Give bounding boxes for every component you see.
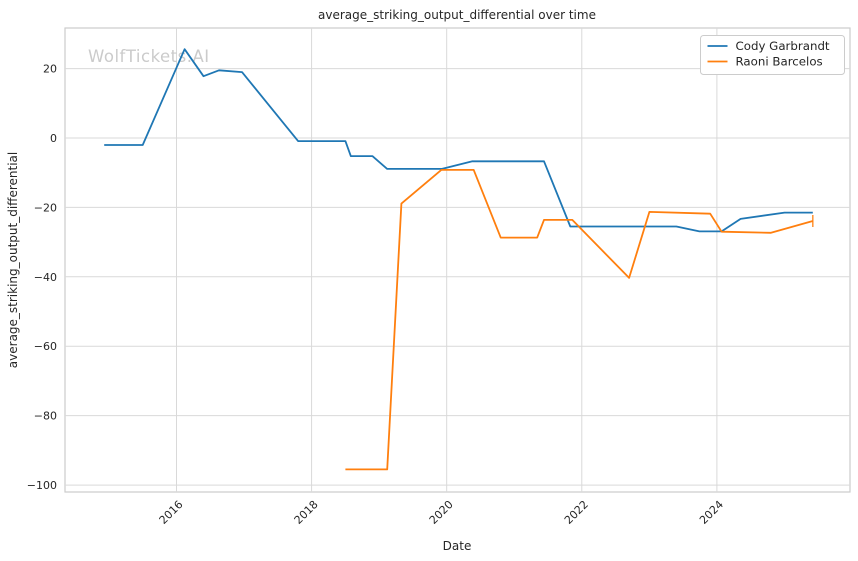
gridlines xyxy=(65,28,850,492)
watermark: WolfTickets.AI xyxy=(88,47,210,66)
y-tick-label--20: −20 xyxy=(34,201,57,214)
series-lines xyxy=(104,48,814,471)
x-axis-label: Date xyxy=(443,539,472,553)
y-tick-label-0: 0 xyxy=(50,132,57,145)
legend-box xyxy=(700,35,845,75)
x-tick-label-2016: 2016 xyxy=(157,498,186,527)
y-tick-label--60: −60 xyxy=(34,340,57,353)
y-tick-label--40: −40 xyxy=(34,271,57,284)
chart-title: average_striking_output_differential ove… xyxy=(318,8,596,22)
legend-item-raoni-barcelos: Raoni Barcelos xyxy=(707,55,823,69)
legend-item-cody-garbrandt: Cody Garbrandt xyxy=(707,39,830,53)
y-axis-label: average_striking_output_differential xyxy=(6,152,20,368)
x-tick-label-2020: 2020 xyxy=(427,498,456,527)
x-tick-labels: 2016 2018 2020 2022 2024 xyxy=(157,498,726,527)
x-tick-label-2022: 2022 xyxy=(562,498,591,527)
y-tick-label--80: −80 xyxy=(34,410,57,423)
legend: Cody Garbrandt Raoni Barcelos xyxy=(700,35,845,75)
series-line-cody-garbrandt xyxy=(104,48,813,233)
x-tick-label-2024: 2024 xyxy=(697,498,726,527)
y-tick-label-20: 20 xyxy=(43,63,57,76)
y-tick-label--100: −100 xyxy=(27,479,57,492)
legend-label: Cody Garbrandt xyxy=(736,39,830,53)
plot-area xyxy=(64,27,851,493)
series-line-raoni-barcelos xyxy=(345,168,814,471)
legend-label: Raoni Barcelos xyxy=(736,55,823,69)
x-tick-label-2018: 2018 xyxy=(292,498,321,527)
y-tick-labels: 20 0 −20 −40 −60 −80 −100 xyxy=(27,63,57,493)
